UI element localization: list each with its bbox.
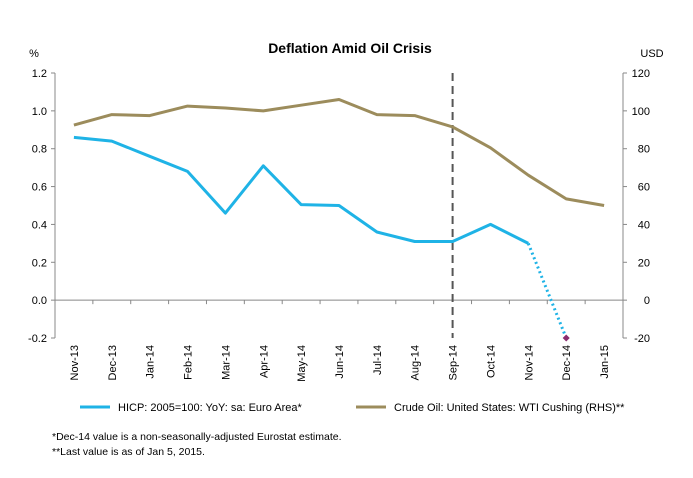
axes bbox=[54, 73, 624, 338]
x-tick-label: Dec-14 bbox=[561, 345, 573, 380]
x-tick-label: Nov-13 bbox=[69, 345, 81, 380]
left-tick-label: 0.0 bbox=[32, 295, 47, 307]
x-axis-ticks: Nov-13 Dec-13 Jan-14 Feb-14 Mar-14 Apr-14 May-… bbox=[54, 300, 624, 382]
x-tick-label: Apr-14 bbox=[258, 345, 270, 378]
right-tick-label: 60 bbox=[638, 182, 650, 194]
left-tick-label: 0.4 bbox=[32, 219, 47, 231]
right-tick-label: 40 bbox=[638, 219, 650, 231]
right-axis-unit: USD bbox=[640, 48, 663, 60]
series-line-hicp bbox=[73, 135, 529, 245]
left-axis-ticks: -0.2 0.0 0.2 0.4 0.6 0.8 1.0 1.2 bbox=[28, 68, 55, 345]
right-tick-label: -20 bbox=[634, 333, 650, 345]
x-tick-label: Aug-14 bbox=[410, 345, 422, 380]
left-tick-label: -0.2 bbox=[28, 333, 47, 345]
left-tick-label: 1.2 bbox=[32, 68, 47, 80]
left-tick-label: 0.8 bbox=[32, 144, 47, 156]
right-tick-label: 100 bbox=[632, 106, 650, 118]
x-tick-label: Nov-14 bbox=[523, 345, 535, 380]
left-axis-unit: % bbox=[29, 48, 39, 60]
footnote-1: *Dec-14 value is a non-seasonally-adjust… bbox=[52, 431, 342, 443]
series-layer bbox=[73, 98, 605, 342]
legend: HICP: 2005=100: YoY: sa: Euro Area* Crud… bbox=[80, 402, 625, 414]
x-tick-label: Jun-14 bbox=[334, 345, 346, 379]
x-tick-label: Sep-14 bbox=[448, 345, 460, 380]
footnote-2: **Last value is as of Jan 5, 2015. bbox=[52, 446, 205, 458]
legend-label-hicp: HICP: 2005=100: YoY: sa: Euro Area* bbox=[118, 402, 302, 414]
x-tick-label: Mar-14 bbox=[220, 345, 232, 380]
right-tick-label: 120 bbox=[632, 68, 650, 80]
right-axis-ticks: -20 0 20 40 60 80 100 120 bbox=[623, 68, 650, 345]
series-point-hicp-estimate bbox=[562, 334, 570, 342]
series-line-crude-oil bbox=[73, 98, 605, 207]
x-tick-label: Jul-14 bbox=[372, 345, 384, 375]
x-tick-label: Feb-14 bbox=[183, 345, 195, 380]
x-tick-label: Jan-15 bbox=[599, 345, 611, 379]
x-tick-label: Dec-13 bbox=[107, 345, 119, 380]
legend-label-crude-oil: Crude Oil: United States: WTI Cushing (R… bbox=[394, 402, 625, 414]
left-tick-label: 1.0 bbox=[32, 106, 47, 118]
left-tick-label: 0.6 bbox=[32, 182, 47, 194]
right-tick-label: 20 bbox=[638, 257, 650, 269]
right-tick-label: 80 bbox=[638, 144, 650, 156]
x-tick-label: Jan-14 bbox=[145, 345, 157, 379]
chart-title: Deflation Amid Oil Crisis bbox=[268, 40, 432, 56]
right-tick-label: 0 bbox=[644, 295, 650, 307]
series-line-hicp-estimate bbox=[526, 242, 568, 339]
left-tick-label: 0.2 bbox=[32, 257, 47, 269]
x-tick-label: Oct-14 bbox=[485, 345, 497, 378]
x-tick-label: May-14 bbox=[296, 345, 308, 382]
